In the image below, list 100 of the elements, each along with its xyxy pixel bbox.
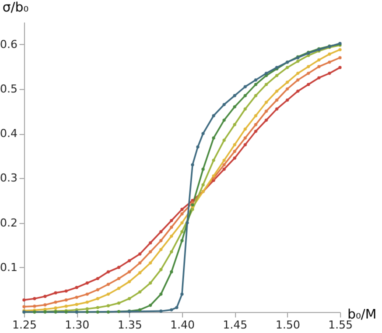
point (75, 302, 78, 306)
point (275, 90, 278, 93)
point (264, 110, 268, 113)
point (222, 163, 226, 166)
point (264, 118, 268, 122)
point (106, 304, 110, 308)
point (22, 305, 26, 308)
point (117, 310, 120, 314)
point (254, 82, 258, 86)
point (264, 82, 268, 86)
point (128, 270, 131, 274)
point (196, 145, 200, 148)
point (254, 114, 258, 118)
point (317, 76, 321, 80)
point (159, 230, 163, 234)
point (138, 271, 142, 274)
point (244, 136, 247, 140)
point (170, 234, 174, 238)
point (317, 58, 321, 62)
point (212, 174, 216, 178)
point (86, 281, 89, 285)
point (222, 118, 226, 122)
point (54, 300, 58, 304)
point (328, 52, 332, 56)
point (170, 308, 174, 312)
point (86, 310, 89, 314)
point (32, 297, 36, 300)
point (275, 107, 278, 111)
point (106, 282, 110, 286)
point (254, 78, 258, 82)
point (222, 158, 226, 162)
point (328, 60, 332, 64)
y-tick-label: 0.4 (0, 127, 18, 140)
point (106, 270, 110, 274)
point (233, 156, 236, 160)
y-tick-label: 0.3 (0, 172, 18, 185)
point (338, 56, 342, 60)
point (64, 289, 68, 293)
point (148, 241, 152, 244)
point (180, 212, 184, 216)
point (233, 150, 236, 153)
point (244, 94, 247, 98)
point (244, 85, 247, 88)
point (328, 72, 332, 75)
x-tick-label: 1.25 (12, 318, 37, 332)
point (148, 281, 152, 285)
point (275, 98, 278, 102)
point (180, 230, 184, 234)
point (96, 310, 100, 314)
point (128, 280, 131, 284)
point (317, 65, 321, 68)
point (138, 261, 142, 264)
point (244, 107, 247, 111)
point (159, 239, 163, 242)
point (233, 123, 236, 126)
point (222, 102, 226, 106)
point (43, 294, 47, 298)
point (233, 94, 236, 98)
point (212, 136, 216, 140)
point (159, 292, 163, 296)
point (180, 292, 184, 296)
point (75, 286, 78, 290)
point (96, 288, 100, 292)
point (86, 307, 89, 310)
point (296, 78, 300, 82)
y-tick-label: 0.6 (0, 38, 18, 51)
point (159, 248, 163, 252)
point (296, 60, 300, 63)
point (233, 143, 236, 146)
point (233, 105, 236, 108)
point (148, 261, 152, 264)
point (148, 250, 152, 254)
point (32, 304, 36, 308)
point (86, 292, 89, 296)
point (148, 304, 152, 307)
x-tick-label: 1.45 (222, 318, 248, 332)
point (186, 221, 189, 224)
point (222, 138, 226, 142)
point (254, 123, 258, 126)
x-tick-label: 1.30 (64, 318, 90, 332)
point (96, 297, 100, 300)
point (180, 221, 184, 224)
point (306, 72, 310, 75)
point (190, 163, 194, 166)
point (54, 291, 58, 294)
point (264, 100, 268, 104)
point (117, 266, 120, 269)
point (212, 158, 216, 162)
point (180, 208, 184, 211)
point (306, 65, 310, 68)
point (170, 218, 174, 222)
point (117, 276, 120, 280)
point (296, 72, 300, 75)
point (159, 310, 163, 313)
point (170, 226, 174, 229)
point (96, 276, 100, 280)
x-tick-label: 1.50 (276, 318, 300, 332)
point (264, 72, 268, 75)
point (175, 306, 178, 310)
y-tick-label: 0.1 (0, 260, 18, 274)
